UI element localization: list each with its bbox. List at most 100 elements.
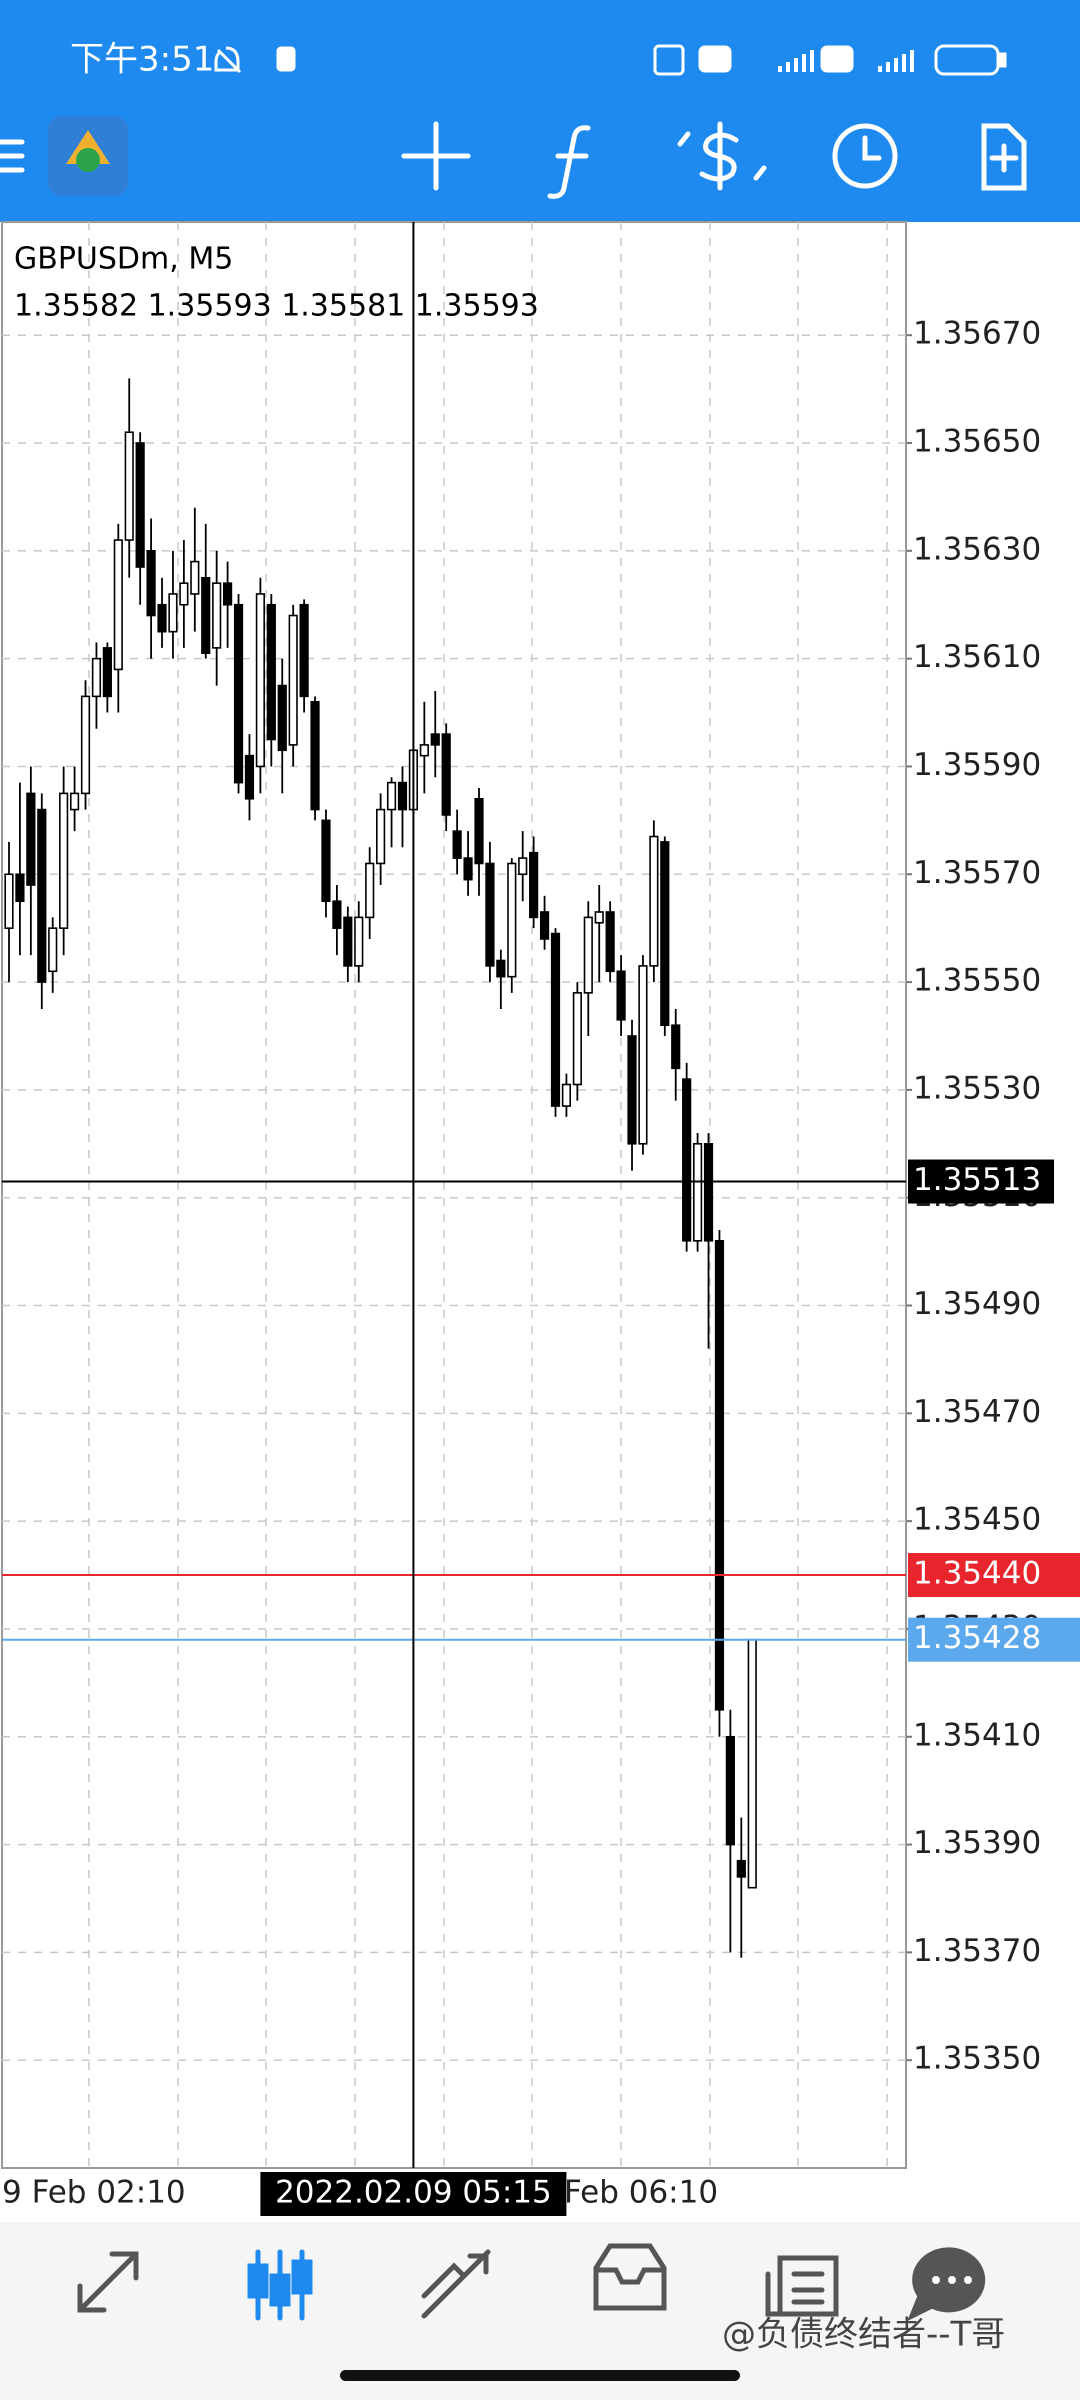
y-tick-label: 1.35670 <box>913 316 1041 352</box>
candle-body <box>321 819 331 903</box>
bid-line-tag <box>908 1617 1080 1662</box>
y-tick-label: 1.35470 <box>913 1394 1041 1430</box>
candle <box>638 955 648 1155</box>
candle-body <box>649 835 659 967</box>
nav-trade[interactable] <box>421 2249 491 2319</box>
candle <box>354 901 364 983</box>
bid-line-label: 1.35428 <box>913 1620 1041 1656</box>
candle-body <box>714 1240 725 1711</box>
candle-body <box>310 700 320 811</box>
period-icon[interactable] <box>832 123 898 189</box>
template-icon[interactable] <box>981 123 1027 191</box>
candle-body <box>343 916 353 967</box>
candle <box>69 766 80 832</box>
y-tick-label: 1.35450 <box>913 1502 1041 1538</box>
candle <box>529 836 539 929</box>
nav-news[interactable] <box>765 2255 839 2317</box>
candle-body <box>255 593 265 768</box>
status-icons <box>214 44 1007 76</box>
candle <box>233 593 244 794</box>
candle-body <box>26 792 36 886</box>
status-time: 下午3:51 <box>70 40 214 80</box>
candle-body <box>463 857 473 881</box>
candle <box>660 836 670 1036</box>
candle-body <box>244 754 255 800</box>
candle-body <box>80 695 91 795</box>
candle-body <box>692 1142 703 1242</box>
crosshair-icon[interactable] <box>401 121 471 191</box>
candle-body <box>201 576 211 655</box>
candle <box>725 1709 735 1953</box>
symbol-title: GBPUSDm, M5 <box>14 242 233 277</box>
candle <box>649 820 659 983</box>
menu-icon[interactable] <box>0 139 25 173</box>
candle-body <box>69 792 80 811</box>
ask-line-label: 1.35440 <box>913 1556 1041 1592</box>
y-tick-label: 1.35490 <box>913 1286 1041 1322</box>
candle <box>616 955 626 1036</box>
candle-body <box>299 603 309 698</box>
nav-chart[interactable] <box>247 2249 313 2321</box>
candle-body <box>507 862 517 978</box>
candle-body <box>354 916 364 967</box>
candle <box>507 858 517 993</box>
x-tick-label: Feb 06:10 <box>564 2175 718 2211</box>
candle-body <box>386 781 397 811</box>
candle <box>463 831 473 896</box>
candle <box>474 788 484 896</box>
candle <box>518 831 528 902</box>
crosshair-price-label: 1.35513 <box>913 1162 1041 1198</box>
indicator-icon[interactable] <box>547 125 591 199</box>
candle-body <box>102 647 112 698</box>
candle-body <box>233 603 244 784</box>
ask-line-tag <box>908 1553 1080 1598</box>
y-tick-label: 1.35350 <box>913 2041 1041 2077</box>
candle <box>59 766 69 956</box>
crosshair-time-tag <box>260 2172 567 2216</box>
nav-history[interactable] <box>593 2243 667 2311</box>
candle-body <box>485 862 495 967</box>
candle <box>365 847 375 939</box>
candle <box>124 378 134 578</box>
candle <box>496 949 506 1010</box>
nav-quotes[interactable] <box>77 2251 139 2313</box>
candle <box>539 895 550 950</box>
candle <box>4 841 14 983</box>
candle-body <box>518 857 528 876</box>
ohlc-readout: 1.35582 1.35593 1.35581 1.35593 <box>14 289 539 324</box>
candle <box>452 809 462 875</box>
candle-body <box>550 932 561 1107</box>
candle-body <box>37 808 47 983</box>
y-tick-label: 1.35630 <box>913 531 1041 567</box>
candle <box>419 701 429 794</box>
nav-messages[interactable] <box>907 2247 986 2322</box>
y-tick-label: 1.35410 <box>913 1717 1041 1753</box>
candle-body <box>419 744 429 757</box>
y-tick-label: 1.35530 <box>913 1070 1041 1106</box>
candle <box>343 906 353 983</box>
candle <box>485 841 495 983</box>
candle-body <box>747 1638 757 1889</box>
candle <box>157 577 167 648</box>
candle <box>550 928 561 1117</box>
toolbar-icons <box>0 116 1027 199</box>
candle <box>255 577 265 794</box>
candle <box>594 885 604 983</box>
trade-icon[interactable] <box>677 121 767 191</box>
candle-body <box>594 911 604 924</box>
candle-body <box>59 792 69 929</box>
candle-body <box>583 916 593 994</box>
candle-body <box>725 1735 735 1846</box>
candle-body <box>266 603 276 741</box>
candle <box>168 550 178 659</box>
candle-body <box>288 614 298 746</box>
candle <box>376 793 386 886</box>
battery-level: 95 <box>953 48 981 72</box>
candle <box>572 982 582 1101</box>
candle <box>441 723 451 832</box>
candle <box>113 523 123 713</box>
candle-body <box>179 582 189 606</box>
candle <box>91 642 102 729</box>
candle <box>671 1009 681 1101</box>
